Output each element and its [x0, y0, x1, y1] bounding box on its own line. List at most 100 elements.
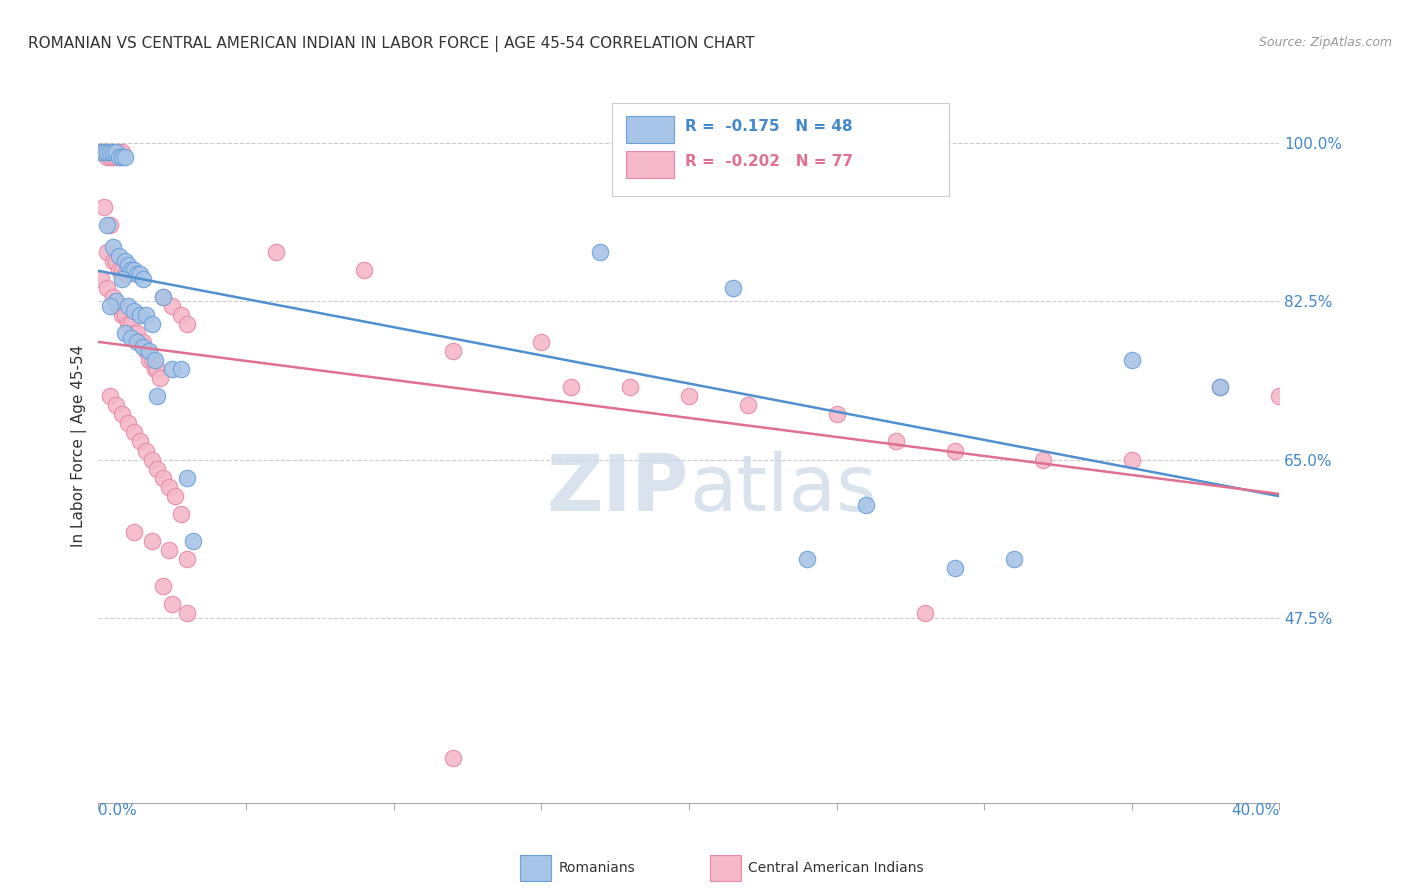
Point	[589, 244, 612, 259]
Point	[143, 362, 166, 376]
Point	[93, 145, 115, 160]
Point	[135, 308, 157, 322]
Point	[114, 253, 136, 268]
Point	[98, 218, 121, 232]
Point	[111, 150, 134, 164]
Point	[141, 353, 163, 368]
Point	[108, 299, 131, 313]
Point	[103, 150, 125, 164]
Point	[619, 380, 641, 394]
Point	[143, 353, 166, 368]
Point	[141, 317, 163, 331]
Point	[132, 272, 155, 286]
Point	[90, 145, 112, 160]
Point	[1032, 452, 1054, 467]
Point	[117, 268, 139, 282]
Text: atlas: atlas	[689, 450, 876, 527]
Point	[125, 326, 148, 340]
Point	[943, 561, 966, 575]
Point	[96, 145, 118, 160]
Point	[128, 434, 150, 449]
Point	[146, 389, 169, 403]
Point	[125, 268, 148, 282]
Point	[884, 434, 907, 449]
Point	[96, 244, 118, 259]
Point	[170, 362, 193, 376]
Point	[128, 335, 150, 350]
Point	[441, 750, 464, 764]
Text: R =  -0.202   N = 77: R = -0.202 N = 77	[685, 154, 853, 169]
Point	[103, 145, 125, 160]
Point	[737, 398, 759, 412]
Point	[157, 480, 180, 494]
Point	[117, 258, 139, 272]
Point	[122, 263, 145, 277]
Point	[796, 552, 818, 566]
Point	[103, 240, 125, 254]
Point	[98, 145, 121, 160]
Point	[117, 317, 139, 331]
Point	[1268, 389, 1291, 403]
Point	[135, 344, 157, 359]
Text: 40.0%: 40.0%	[1232, 803, 1279, 818]
Point	[530, 335, 553, 350]
Point	[157, 542, 180, 557]
Point	[117, 299, 139, 313]
Point	[1002, 552, 1025, 566]
Point	[98, 299, 121, 313]
Point	[152, 579, 174, 593]
Point	[108, 150, 131, 164]
Text: ZIP: ZIP	[547, 450, 689, 527]
Point	[122, 326, 145, 340]
Point	[96, 150, 118, 164]
Text: R =  -0.175   N = 48: R = -0.175 N = 48	[685, 119, 853, 134]
Point	[96, 281, 118, 295]
Point	[125, 335, 148, 350]
Point	[114, 326, 136, 340]
Point	[855, 498, 877, 512]
Point	[170, 308, 193, 322]
Bar	[626, 152, 673, 178]
Point	[108, 263, 131, 277]
Point	[1209, 380, 1232, 394]
Point	[90, 145, 112, 160]
Point	[723, 281, 745, 295]
Point	[678, 389, 700, 403]
Point	[114, 308, 136, 322]
Y-axis label: In Labor Force | Age 45-54: In Labor Force | Age 45-54	[72, 345, 87, 547]
Point	[96, 218, 118, 232]
Point	[111, 263, 134, 277]
Point	[111, 308, 134, 322]
Point	[619, 145, 641, 160]
Point	[914, 606, 936, 620]
Point	[122, 425, 145, 440]
Point	[441, 344, 464, 359]
Point	[135, 443, 157, 458]
Point	[122, 524, 145, 539]
Point	[111, 408, 134, 422]
Point	[176, 470, 198, 484]
Text: 0.0%: 0.0%	[98, 803, 138, 818]
Point	[176, 606, 198, 620]
Text: ROMANIAN VS CENTRAL AMERICAN INDIAN IN LABOR FORCE | AGE 45-54 CORRELATION CHART: ROMANIAN VS CENTRAL AMERICAN INDIAN IN L…	[28, 36, 755, 52]
Point	[152, 470, 174, 484]
Point	[117, 417, 139, 431]
Point	[105, 299, 128, 313]
Point	[943, 443, 966, 458]
Text: Source: ZipAtlas.com: Source: ZipAtlas.com	[1258, 36, 1392, 49]
Point	[825, 408, 848, 422]
Point	[162, 597, 183, 611]
Point	[138, 344, 160, 359]
Point	[114, 268, 136, 282]
Point	[152, 290, 174, 304]
Point	[108, 145, 131, 160]
Point	[162, 299, 183, 313]
Point	[152, 290, 174, 304]
Point	[90, 272, 112, 286]
Point	[1209, 380, 1232, 394]
Point	[1121, 452, 1143, 467]
Point	[560, 380, 582, 394]
Point	[162, 362, 183, 376]
Point	[120, 263, 142, 277]
Point	[128, 268, 150, 282]
